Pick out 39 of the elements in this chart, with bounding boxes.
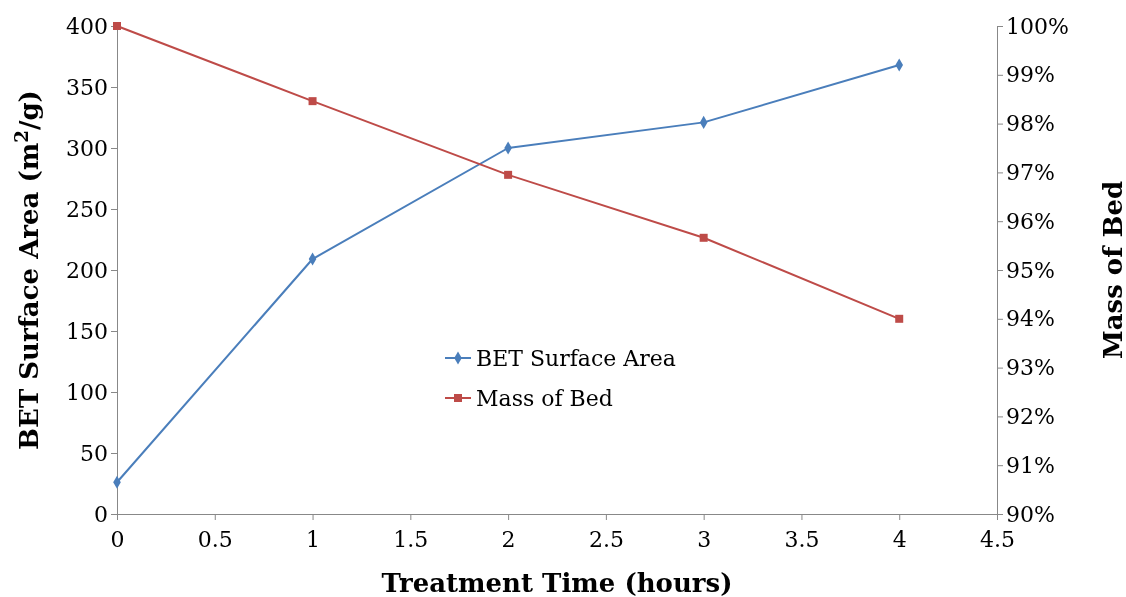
x-tick-label: 2.5 [588, 527, 624, 553]
y-tick-label: 150 [66, 318, 108, 344]
legend-label: BET Surface Area [476, 345, 676, 371]
point [504, 170, 513, 179]
x-tick-label: 1 [306, 527, 321, 553]
y2-axis-title: Mass of Bed [1098, 180, 1126, 360]
y-tick-label: 100 [66, 379, 108, 405]
y2-tick-label: 100% [1006, 13, 1069, 39]
y2-tick-label: 99% [1006, 62, 1055, 88]
y-tick-label: 350 [66, 74, 108, 100]
y2-tick-label: 97% [1006, 159, 1055, 185]
point [699, 233, 708, 242]
y2-tick-label: 91% [1006, 452, 1055, 478]
y2-tick-label: 93% [1006, 355, 1055, 381]
y-tick-label: 400 [66, 13, 108, 39]
point [113, 22, 121, 30]
point [308, 97, 317, 106]
y2-tick-label: 90% [1006, 501, 1055, 527]
x-tick-label: 4.5 [980, 527, 1015, 553]
y-tick-label: 200 [66, 257, 108, 283]
y2-tick-label: 92% [1006, 403, 1055, 429]
y2-tick-label: 96% [1006, 208, 1055, 234]
y2-tick-label: 98% [1006, 111, 1055, 137]
x-tick-label: 1.5 [393, 527, 429, 553]
x-axis-title: Treatment Time (hours) [381, 568, 733, 597]
x-tick-label: 4 [892, 527, 907, 553]
x-tick-label: 3 [697, 527, 712, 553]
y-tick-label: 300 [66, 135, 108, 161]
y-tick-label: 0 [94, 501, 108, 527]
y2-tick-label: 95% [1006, 257, 1055, 283]
legend-label: Mass of Bed [476, 385, 613, 411]
x-tick-label: 2 [501, 527, 516, 553]
x-tick-label: 0.5 [197, 527, 233, 553]
point [895, 314, 904, 323]
y-tick-label: 250 [66, 196, 108, 222]
y-tick-label: 50 [80, 440, 108, 466]
x-tick-label: 0 [110, 527, 125, 553]
x-tick-label: 3.5 [784, 527, 820, 553]
y2-tick-label: 94% [1006, 306, 1055, 332]
